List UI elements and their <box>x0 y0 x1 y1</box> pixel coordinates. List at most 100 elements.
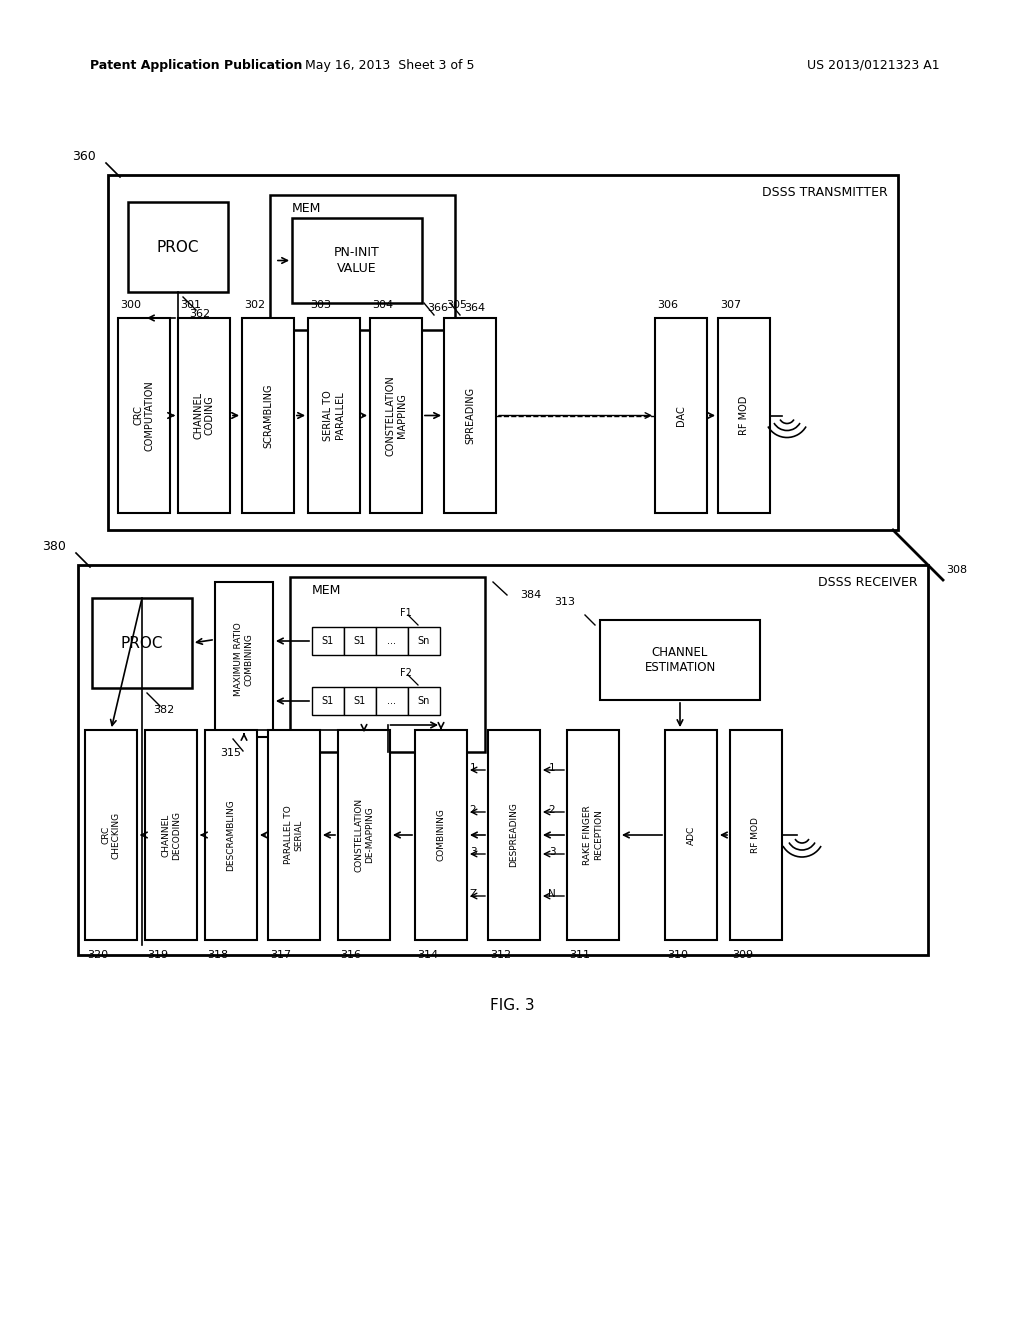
Bar <box>312 627 344 655</box>
Bar <box>415 730 467 940</box>
Text: 380: 380 <box>42 540 66 553</box>
Bar <box>290 577 485 752</box>
Text: 320: 320 <box>87 950 109 960</box>
Text: 364: 364 <box>464 304 485 313</box>
Text: ...: ... <box>387 696 396 706</box>
Bar <box>78 565 928 954</box>
Text: DSSS TRANSMITTER: DSSS TRANSMITTER <box>762 186 888 199</box>
Text: 3: 3 <box>470 847 476 857</box>
Text: S1: S1 <box>354 636 367 645</box>
Text: 310: 310 <box>667 950 688 960</box>
Text: CHANNEL
ESTIMATION: CHANNEL ESTIMATION <box>644 645 716 675</box>
Text: 2: 2 <box>470 805 476 814</box>
Text: 382: 382 <box>154 705 175 715</box>
Bar <box>370 318 422 513</box>
Bar <box>730 730 782 940</box>
Text: 315: 315 <box>220 748 241 758</box>
Text: 319: 319 <box>147 950 168 960</box>
Text: 307: 307 <box>720 300 741 310</box>
Bar <box>178 318 230 513</box>
Text: FIG. 3: FIG. 3 <box>489 998 535 1012</box>
Text: 306: 306 <box>657 300 678 310</box>
Text: RF MOD: RF MOD <box>739 396 749 436</box>
Bar <box>718 318 770 513</box>
Text: S1: S1 <box>322 636 334 645</box>
Text: CHANNEL
CODING: CHANNEL CODING <box>194 392 215 440</box>
Text: 302: 302 <box>244 300 265 310</box>
Text: F2: F2 <box>400 668 412 678</box>
Text: SPREADING: SPREADING <box>465 387 475 444</box>
Text: SCRAMBLING: SCRAMBLING <box>263 383 273 447</box>
Text: 304: 304 <box>372 300 393 310</box>
Text: US 2013/0121323 A1: US 2013/0121323 A1 <box>807 58 940 71</box>
Text: 314: 314 <box>417 950 438 960</box>
Text: 3: 3 <box>549 847 555 857</box>
Text: DESPREADING: DESPREADING <box>510 803 518 867</box>
Bar <box>128 202 228 292</box>
Text: 309: 309 <box>732 950 753 960</box>
Text: S1: S1 <box>354 696 367 706</box>
Bar <box>567 730 618 940</box>
Text: 1: 1 <box>549 763 555 774</box>
Text: 318: 318 <box>207 950 228 960</box>
Text: May 16, 2013  Sheet 3 of 5: May 16, 2013 Sheet 3 of 5 <box>305 58 475 71</box>
Text: RF MOD: RF MOD <box>752 817 761 853</box>
Bar <box>600 620 760 700</box>
Text: N: N <box>548 888 556 899</box>
Bar <box>488 730 540 940</box>
Bar <box>655 318 707 513</box>
Text: 317: 317 <box>270 950 291 960</box>
Text: CONSTELLATION
DE-MAPPING: CONSTELLATION DE-MAPPING <box>354 797 374 873</box>
Bar <box>205 730 257 940</box>
Text: 312: 312 <box>490 950 511 960</box>
Bar <box>145 730 197 940</box>
Text: 301: 301 <box>180 300 201 310</box>
Text: PROC: PROC <box>157 239 200 255</box>
Text: DAC: DAC <box>676 405 686 426</box>
Bar <box>268 730 319 940</box>
Text: 366: 366 <box>427 304 449 313</box>
Bar <box>270 195 455 330</box>
Bar <box>444 318 496 513</box>
Text: 316: 316 <box>340 950 361 960</box>
Text: PARALLEL TO
SERIAL: PARALLEL TO SERIAL <box>285 805 304 865</box>
Text: F1: F1 <box>400 609 412 618</box>
Bar <box>344 627 376 655</box>
Text: S1: S1 <box>322 696 334 706</box>
Text: 311: 311 <box>569 950 590 960</box>
Text: Sn: Sn <box>418 696 430 706</box>
Text: Patent Application Publication: Patent Application Publication <box>90 58 302 71</box>
Text: 308: 308 <box>946 565 967 576</box>
Bar <box>376 627 408 655</box>
Bar <box>85 730 137 940</box>
Bar <box>108 176 898 531</box>
Bar <box>118 318 170 513</box>
Text: MEM: MEM <box>312 585 341 598</box>
Text: 303: 303 <box>310 300 331 310</box>
Text: SERIAL TO
PARALLEL: SERIAL TO PARALLEL <box>324 391 345 441</box>
Text: 362: 362 <box>189 309 211 319</box>
Bar <box>308 318 360 513</box>
Text: 2: 2 <box>549 805 555 814</box>
Text: 300: 300 <box>120 300 141 310</box>
Text: 360: 360 <box>73 150 96 164</box>
Bar <box>408 686 440 715</box>
Text: 384: 384 <box>520 590 542 601</box>
Bar <box>408 627 440 655</box>
Text: CRC
COMPUTATION: CRC COMPUTATION <box>133 380 155 451</box>
Text: CONSTELLATION
MAPPING: CONSTELLATION MAPPING <box>385 375 407 455</box>
Text: COMBINING: COMBINING <box>436 809 445 862</box>
Text: Sn: Sn <box>418 636 430 645</box>
Text: DESCRAMBLING: DESCRAMBLING <box>226 799 236 871</box>
Text: MEM: MEM <box>292 202 322 215</box>
Bar <box>376 686 408 715</box>
Bar <box>344 686 376 715</box>
Bar <box>215 582 273 737</box>
Bar <box>92 598 193 688</box>
Text: Z: Z <box>469 888 476 899</box>
Bar <box>338 730 390 940</box>
Text: 305: 305 <box>446 300 467 310</box>
Text: CRC
CHECKING: CRC CHECKING <box>101 812 121 858</box>
Text: PN-INIT
VALUE: PN-INIT VALUE <box>334 247 380 275</box>
Text: DSSS RECEIVER: DSSS RECEIVER <box>818 577 918 590</box>
